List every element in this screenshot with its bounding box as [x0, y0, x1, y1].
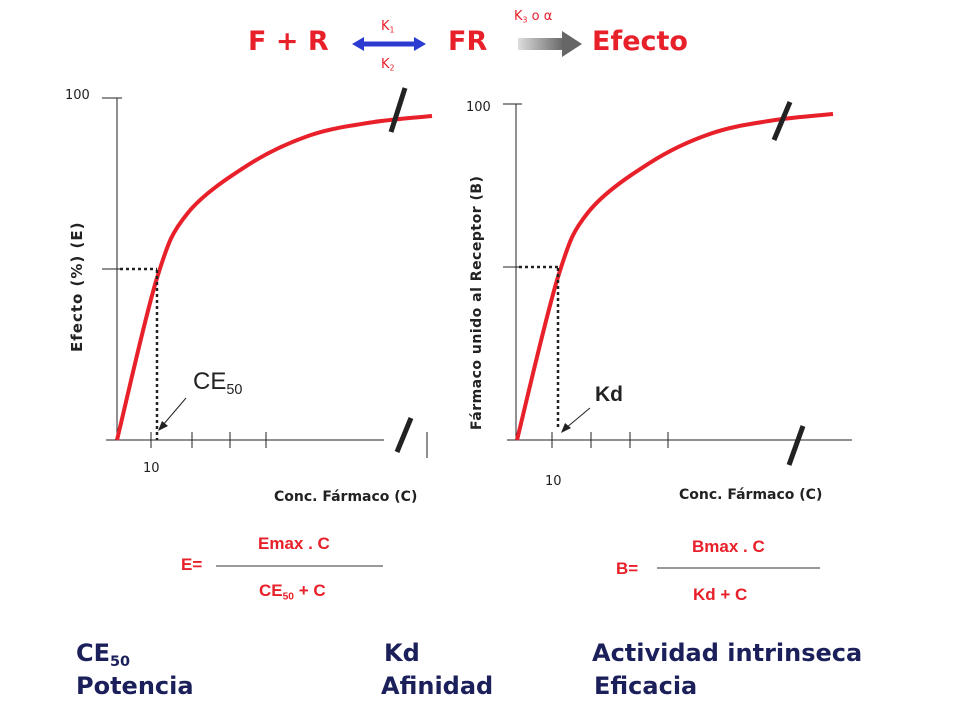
- y-tick-label-100-right: 100: [466, 100, 491, 115]
- x-tick-label-10-right: 10: [545, 474, 562, 489]
- summary-col3-sub: Eficacia: [594, 672, 698, 700]
- summary-col3-title: Actividad intrinseca: [592, 639, 863, 667]
- x-tick-label-10-left: 10: [143, 461, 160, 476]
- reaction-right: Efecto: [592, 26, 688, 57]
- forward-arrow-icon: [518, 31, 582, 57]
- summary-col1-title: CE50: [76, 639, 131, 671]
- formula-left-denominator: CE50 + C: [259, 581, 326, 603]
- reaction-middle: FR: [448, 26, 488, 57]
- formula-right-lhs: B=: [616, 559, 639, 578]
- rate-k1: K1: [381, 19, 395, 35]
- kd-pointer: [565, 407, 591, 429]
- x-axis-label-right: Conc. Fármaco (C): [679, 487, 823, 503]
- rate-k2: K2: [381, 57, 395, 73]
- binding-curve-right: [515, 112, 834, 441]
- binding-curve-left: [115, 114, 433, 441]
- chart-right: [503, 101, 852, 466]
- chart-left: [102, 87, 433, 458]
- x-axis-label-left: Conc. Fármaco (C): [274, 489, 418, 505]
- rate-k3: K3 o α: [514, 9, 553, 25]
- formula-right-numerator: Bmax . C: [692, 537, 765, 556]
- formula-left-lhs: E=: [181, 555, 203, 574]
- y-tick-label-100-left: 100: [65, 88, 90, 103]
- summary-col1-sub: Potencia: [76, 672, 194, 700]
- formula-left-numerator: Emax . C: [258, 534, 330, 553]
- reaction-left: F + R: [248, 26, 329, 57]
- summary-col2-sub: Afinidad: [381, 672, 494, 700]
- ec50-pointer-head: [158, 421, 168, 431]
- kd-pointer-head: [561, 423, 571, 433]
- formula-right-denominator: Kd + C: [693, 585, 748, 604]
- axis-break-xaxis-right: [786, 425, 806, 466]
- axis-break-xaxis-left: [394, 417, 414, 453]
- ec50-label: CE50: [193, 368, 243, 399]
- summary-col2-title: Kd: [384, 639, 420, 667]
- axis-break-curve-right: [771, 101, 793, 141]
- y-axis-label-right: Fármaco unido al Receptor (B): [469, 175, 485, 430]
- ec50-pointer: [162, 397, 187, 426]
- equilibrium-arrow-icon: [352, 37, 426, 51]
- y-axis-label-left: Efecto (%) (E): [68, 221, 86, 352]
- axis-break-curve-left: [388, 87, 408, 133]
- kd-label: Kd: [595, 383, 623, 406]
